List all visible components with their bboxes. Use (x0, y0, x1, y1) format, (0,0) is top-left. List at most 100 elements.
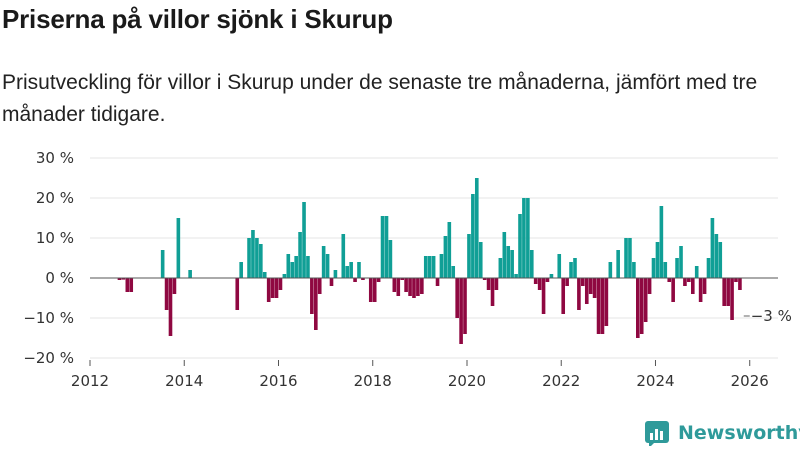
bar (404, 278, 408, 292)
bar (502, 232, 507, 278)
bar (270, 278, 275, 298)
bar (726, 278, 730, 306)
bar (255, 238, 259, 278)
bar (172, 278, 177, 294)
newsworthy-logo: Newsworthy (644, 419, 800, 447)
bar (569, 262, 573, 278)
bar (278, 278, 283, 290)
bar (549, 274, 554, 278)
bar (459, 278, 463, 344)
bar (341, 234, 346, 278)
bar (541, 278, 546, 314)
bar (235, 278, 240, 310)
last-value-annotation: −3 % (751, 307, 792, 325)
bar (286, 254, 291, 278)
x-tick-label: 2024 (636, 372, 674, 390)
bar (537, 278, 542, 290)
bar (639, 278, 644, 334)
bar (384, 216, 389, 278)
bar (518, 214, 522, 278)
bar (314, 278, 318, 330)
bar (129, 278, 134, 292)
brand-name: Newsworthy (678, 422, 800, 444)
bar (353, 278, 357, 282)
y-tick-label: 20 % (36, 189, 74, 207)
bar (529, 250, 534, 278)
bar (451, 266, 456, 278)
bar (588, 278, 593, 294)
y-tick-label: −20 % (23, 349, 74, 367)
bar (690, 278, 695, 294)
bars-layer (117, 178, 742, 344)
bar (439, 254, 444, 278)
bar (455, 278, 459, 318)
bar (584, 278, 589, 304)
bar (702, 278, 707, 294)
bar (694, 266, 699, 278)
bar (325, 254, 330, 278)
bar (734, 278, 738, 282)
bar (738, 278, 742, 290)
bar (306, 256, 310, 278)
bar (388, 240, 393, 278)
bar (604, 278, 609, 326)
bar (510, 250, 514, 278)
bar (616, 250, 620, 278)
bar (376, 278, 381, 282)
chart-subtitle: Prisutveckling för villor i Skurup under… (2, 71, 758, 126)
newsworthy-logo-icon (645, 421, 669, 446)
bar (302, 202, 306, 278)
bar (577, 278, 581, 310)
bar (498, 258, 503, 278)
bar (290, 262, 295, 278)
bar (251, 230, 255, 278)
bar (435, 278, 440, 286)
bar (659, 206, 664, 278)
bar (687, 278, 691, 282)
bar (651, 258, 656, 278)
bar (636, 278, 640, 338)
bar (596, 278, 601, 334)
bar (262, 272, 267, 278)
bar (573, 258, 577, 278)
bar (486, 278, 491, 290)
chart-title: Priserna på villor sjönk i Skurup (2, 4, 393, 34)
bar (482, 278, 487, 280)
bar (392, 278, 397, 292)
bar (176, 218, 181, 278)
bar (400, 278, 404, 280)
x-tick-label: 2012 (71, 372, 109, 390)
bar (647, 278, 652, 294)
bar (431, 256, 436, 278)
x-tick-label: 2018 (354, 372, 392, 390)
bar (679, 246, 683, 278)
bar (628, 238, 632, 278)
bar (698, 278, 703, 302)
bar (125, 278, 130, 292)
bar (655, 242, 660, 278)
bar (671, 278, 675, 302)
bar (329, 278, 334, 286)
bar (632, 262, 636, 278)
bar (722, 278, 726, 306)
bar (408, 278, 412, 296)
bar (121, 278, 126, 280)
bar (490, 278, 495, 306)
bar (471, 194, 475, 278)
bar (526, 198, 530, 278)
bar (506, 246, 511, 278)
bar (565, 278, 569, 286)
bar (247, 238, 251, 278)
bar (412, 278, 416, 298)
bar (282, 274, 287, 278)
x-tick-label: 2014 (165, 372, 203, 390)
bar (443, 236, 448, 278)
bar (321, 246, 326, 278)
bar (463, 278, 467, 334)
bar (663, 262, 668, 278)
bar (416, 278, 420, 296)
bar (380, 216, 385, 278)
bar (714, 234, 719, 278)
x-tick-label: 2026 (731, 372, 769, 390)
bar (706, 258, 711, 278)
